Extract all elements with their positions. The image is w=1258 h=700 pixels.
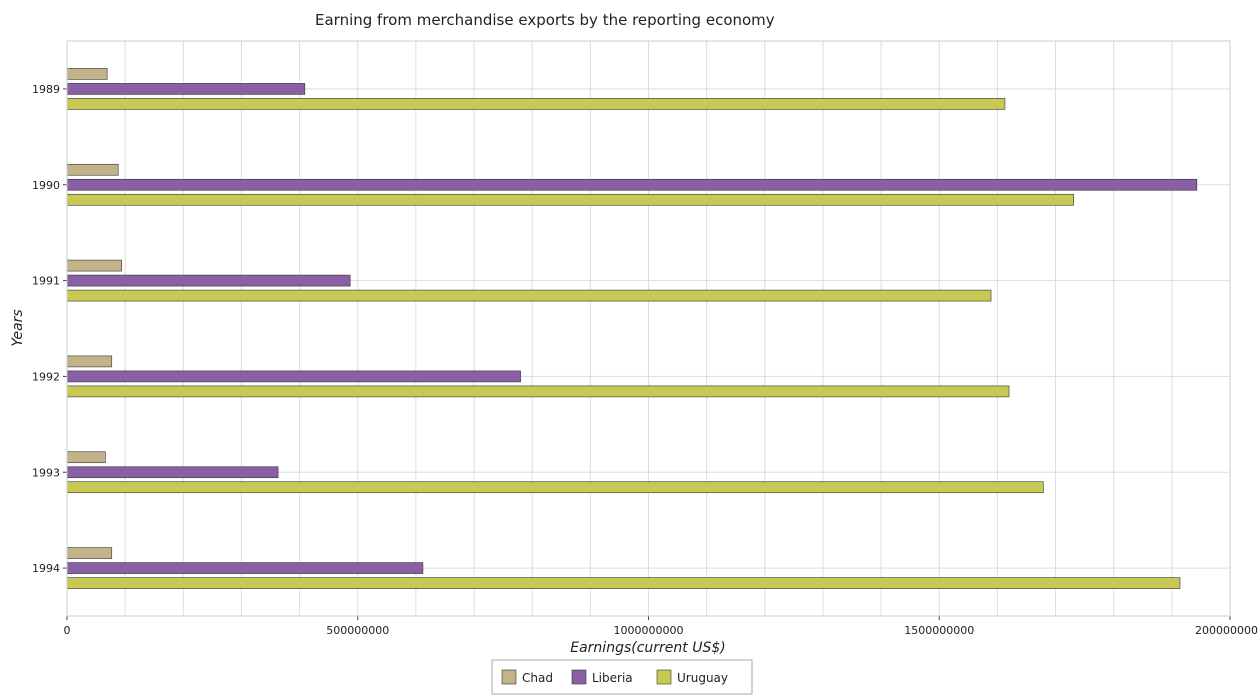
bar-chad-1991 <box>66 259 122 272</box>
x-tick-label: 0 <box>64 624 71 637</box>
y-axis-label: Years <box>10 309 26 346</box>
legend-swatch-uruguay <box>656 669 672 685</box>
legend-label-chad: Chad <box>522 671 553 685</box>
bar-chad-1989 <box>66 68 108 80</box>
bar-uruguay-1989 <box>66 98 1006 110</box>
bar-uruguay-1994 <box>66 577 1181 589</box>
chart-title: Earning from merchandise exports by the … <box>315 11 775 29</box>
bar-uruguay-1991 <box>66 289 992 302</box>
bar-uruguay-1992 <box>66 385 1010 398</box>
x-axis-ticks: 0 500000000 1000000000 1500000000 2000000000 <box>64 616 1258 637</box>
y-tick-label: 1993 <box>32 466 60 479</box>
bar-liberia-1989 <box>66 83 306 95</box>
legend-box <box>491 659 753 695</box>
bars <box>66 68 1198 589</box>
bar-chad-1993 <box>66 451 106 464</box>
bar-uruguay-1990 <box>66 193 1074 206</box>
bar-liberia-1993 <box>66 466 279 479</box>
bar-uruguay-1993 <box>66 481 1044 494</box>
y-tick-label: 1992 <box>32 370 60 383</box>
x-tick-label: 2000000000 <box>1195 624 1258 637</box>
x-tick-label: 1000000000 <box>614 624 684 637</box>
x-tick-label: 1500000000 <box>904 624 974 637</box>
bar-liberia-1994 <box>66 562 424 574</box>
grid <box>66 41 1231 616</box>
bar-liberia-1990 <box>66 178 1198 191</box>
y-tick-label: 1990 <box>32 179 60 192</box>
legend-swatch-liberia <box>571 669 587 685</box>
y-tick-label: 1991 <box>32 275 60 288</box>
bar-chad-1990 <box>66 163 119 176</box>
y-tick-label: 1994 <box>32 562 60 575</box>
bar-liberia-1991 <box>66 274 351 287</box>
plot-area-border <box>66 40 1231 617</box>
legend-label-liberia: Liberia <box>592 671 633 685</box>
x-tick-label: 500000000 <box>326 624 389 637</box>
bar-chad-1994 <box>66 547 113 559</box>
legend: Chad Liberia Uruguay <box>491 659 753 695</box>
bar-liberia-1992 <box>66 370 521 383</box>
legend-swatch-chad <box>501 669 517 685</box>
y-tick-label: 1989 <box>32 83 60 96</box>
y-axis-ticks: 1989 1990 1991 1992 1993 1994 <box>32 83 67 575</box>
bar-chad-1992 <box>66 355 113 368</box>
legend-label-uruguay: Uruguay <box>677 671 728 685</box>
x-axis-label: Earnings(current US$) <box>570 640 725 656</box>
